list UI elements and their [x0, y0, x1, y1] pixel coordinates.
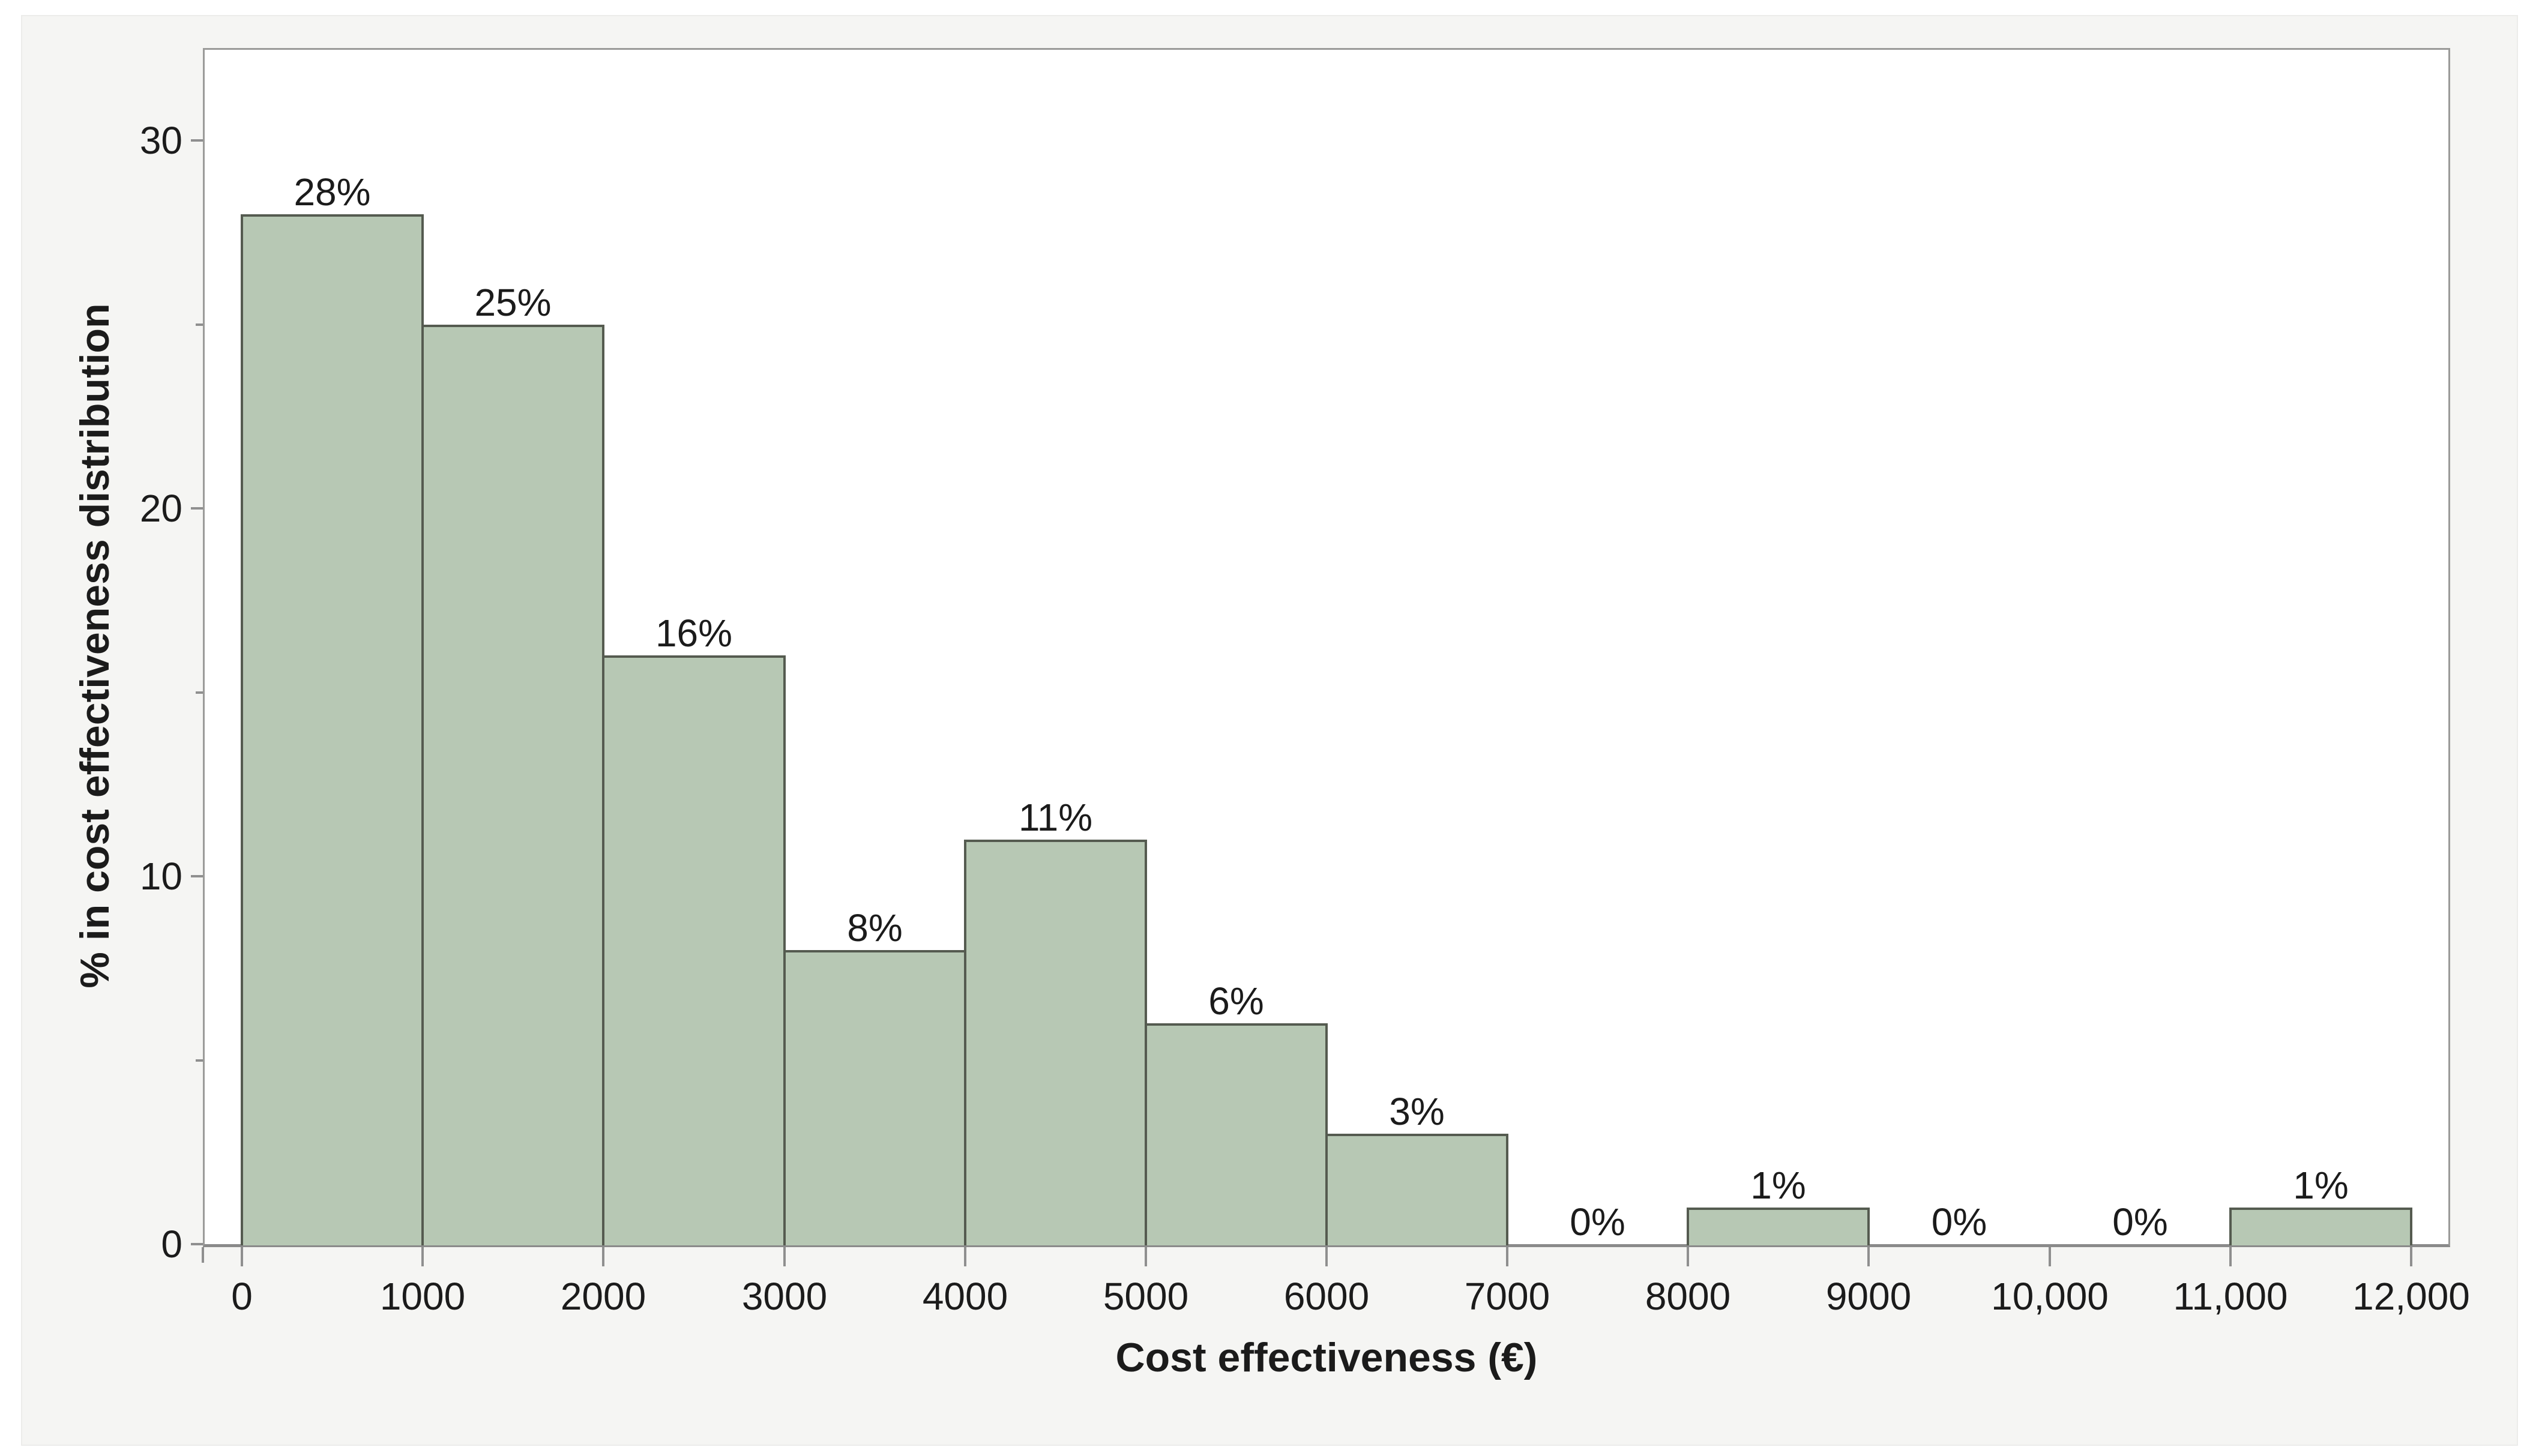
y-tick-label: 0 — [161, 1223, 182, 1266]
bar-value-label: 11% — [1018, 796, 1093, 839]
bar-8000–9000 — [1687, 1208, 1870, 1245]
axis-origin-tick — [202, 1247, 204, 1263]
x-tick — [241, 1247, 243, 1266]
y-minor-tick — [196, 1059, 203, 1062]
x-tick — [1867, 1247, 1870, 1266]
bar-6000–7000 — [1325, 1134, 1508, 1245]
x-tick — [2229, 1247, 2232, 1266]
x-tick — [421, 1247, 424, 1266]
y-major-tick — [191, 1243, 203, 1245]
x-tick-label: 11,000 — [2173, 1275, 2288, 1318]
bar-11,000–12,000 — [2229, 1208, 2412, 1245]
bar-value-label: 6% — [1208, 979, 1264, 1023]
y-minor-tick — [196, 323, 203, 326]
y-tick-label: 10 — [139, 855, 182, 898]
y-major-tick — [191, 139, 203, 142]
bar-value-label: 8% — [847, 906, 903, 949]
x-tick — [2049, 1247, 2051, 1266]
x-tick — [1325, 1247, 1328, 1266]
x-tick — [1506, 1247, 1508, 1266]
x-tick-label: 8000 — [1645, 1275, 1731, 1318]
x-tick — [602, 1247, 604, 1266]
x-tick — [2410, 1247, 2412, 1266]
x-tick — [1687, 1247, 1689, 1266]
x-tick-label: 0 — [231, 1275, 253, 1318]
bar-value-label: 0% — [1931, 1200, 1987, 1244]
y-minor-tick — [196, 691, 203, 694]
bar-value-label: 0% — [2112, 1200, 2168, 1244]
x-tick — [1145, 1247, 1147, 1266]
x-tick-label: 5000 — [1103, 1275, 1189, 1318]
bar-value-label: 25% — [474, 281, 552, 324]
bar-1000–2000 — [421, 325, 604, 1245]
y-tick-label: 30 — [139, 119, 182, 162]
y-major-tick — [191, 875, 203, 877]
x-tick-label: 4000 — [922, 1275, 1008, 1318]
x-tick-label: 2000 — [560, 1275, 646, 1318]
y-tick-label: 20 — [139, 487, 182, 530]
y-axis-title: % in cost effectiveness distribution — [72, 303, 118, 988]
bar-value-label: 28% — [294, 170, 371, 214]
x-tick-label: 3000 — [741, 1275, 828, 1318]
x-tick-label: 12,000 — [2352, 1275, 2470, 1318]
y-major-tick — [191, 507, 203, 510]
x-tick-label: 7000 — [1464, 1275, 1550, 1318]
bar-0–1000 — [241, 214, 424, 1245]
x-tick — [964, 1247, 966, 1266]
bar-3000–4000 — [783, 950, 966, 1245]
bar-4000–5000 — [964, 840, 1147, 1245]
x-tick-label: 9000 — [1825, 1275, 1912, 1318]
bar-value-label: 3% — [1389, 1090, 1445, 1133]
bar-5000–6000 — [1145, 1023, 1328, 1245]
bar-value-label: 16% — [655, 612, 733, 655]
bar-2000–3000 — [602, 655, 786, 1245]
x-tick-label: 6000 — [1283, 1275, 1370, 1318]
bar-value-label: 0% — [1570, 1200, 1625, 1244]
x-tick-label: 10,000 — [1991, 1275, 2109, 1318]
bar-value-label: 1% — [2293, 1164, 2349, 1207]
bar-value-label: 1% — [1750, 1164, 1806, 1207]
x-tick — [783, 1247, 786, 1266]
x-axis-title: Cost effectiveness (€) — [1115, 1335, 1538, 1380]
x-tick-label: 1000 — [379, 1275, 466, 1318]
